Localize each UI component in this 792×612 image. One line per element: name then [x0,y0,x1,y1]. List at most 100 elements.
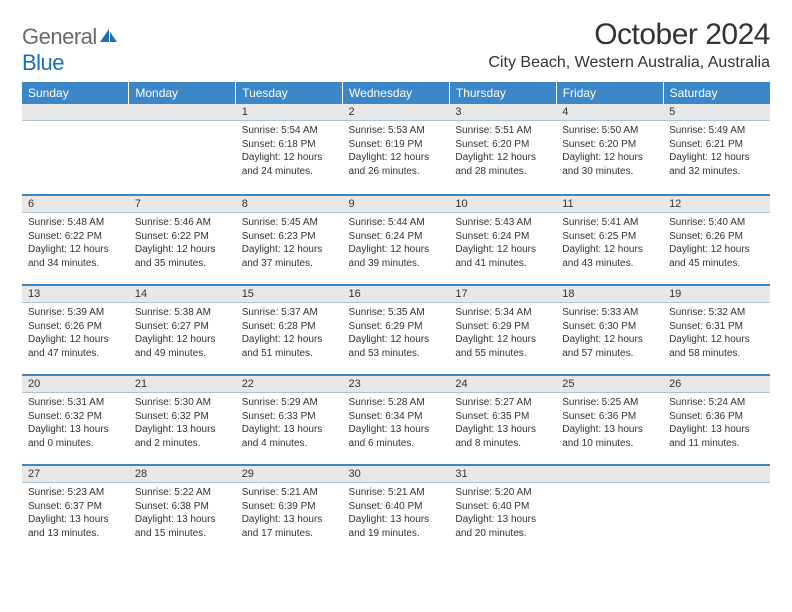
calendar-day: 9Sunrise: 5:44 AMSunset: 6:24 PMDaylight… [343,194,450,284]
day-number: 9 [343,194,450,213]
day-number: 19 [663,284,770,303]
day-details: Sunrise: 5:21 AMSunset: 6:39 PMDaylight:… [236,483,343,544]
sunset-line: Sunset: 6:18 PM [242,138,337,152]
day-number: 15 [236,284,343,303]
sunrise-line: Sunrise: 5:39 AM [28,306,123,320]
daylight-line: Daylight: 12 hours and 30 minutes. [562,151,657,178]
sunset-line: Sunset: 6:25 PM [562,230,657,244]
day-details: Sunrise: 5:31 AMSunset: 6:32 PMDaylight:… [22,393,129,454]
sunrise-line: Sunrise: 5:49 AM [669,124,764,138]
logo: GeneralBlue [22,18,119,76]
sunrise-line: Sunrise: 5:30 AM [135,396,230,410]
day-details: Sunrise: 5:43 AMSunset: 6:24 PMDaylight:… [449,213,556,274]
daylight-line: Daylight: 12 hours and 28 minutes. [455,151,550,178]
calendar-day: 29Sunrise: 5:21 AMSunset: 6:39 PMDayligh… [236,464,343,554]
calendar-day: 16Sunrise: 5:35 AMSunset: 6:29 PMDayligh… [343,284,450,374]
day-number: 5 [663,104,770,121]
sunset-line: Sunset: 6:39 PM [242,500,337,514]
sunset-line: Sunset: 6:24 PM [455,230,550,244]
daylight-line: Daylight: 12 hours and 45 minutes. [669,243,764,270]
sunrise-line: Sunrise: 5:51 AM [455,124,550,138]
logo-part1: General [22,24,97,49]
day-details: Sunrise: 5:27 AMSunset: 6:35 PMDaylight:… [449,393,556,454]
day-number: 11 [556,194,663,213]
day-number: 29 [236,464,343,483]
day-header: Friday [556,82,663,104]
sunset-line: Sunset: 6:37 PM [28,500,123,514]
sunset-line: Sunset: 6:26 PM [28,320,123,334]
sunset-line: Sunset: 6:33 PM [242,410,337,424]
calendar-page: GeneralBlue October 2024 City Beach, Wes… [0,0,792,564]
day-details: Sunrise: 5:35 AMSunset: 6:29 PMDaylight:… [343,303,450,364]
calendar-day-empty [556,464,663,554]
day-number: 13 [22,284,129,303]
calendar-day: 27Sunrise: 5:23 AMSunset: 6:37 PMDayligh… [22,464,129,554]
calendar-day: 18Sunrise: 5:33 AMSunset: 6:30 PMDayligh… [556,284,663,374]
daylight-line: Daylight: 13 hours and 8 minutes. [455,423,550,450]
calendar-day: 2Sunrise: 5:53 AMSunset: 6:19 PMDaylight… [343,104,450,194]
sunrise-line: Sunrise: 5:37 AM [242,306,337,320]
day-details: Sunrise: 5:51 AMSunset: 6:20 PMDaylight:… [449,121,556,182]
day-number: 12 [663,194,770,213]
day-details: Sunrise: 5:37 AMSunset: 6:28 PMDaylight:… [236,303,343,364]
daylight-line: Daylight: 12 hours and 53 minutes. [349,333,444,360]
sunrise-line: Sunrise: 5:24 AM [669,396,764,410]
daylight-line: Daylight: 13 hours and 10 minutes. [562,423,657,450]
sunrise-line: Sunrise: 5:46 AM [135,216,230,230]
sunrise-line: Sunrise: 5:21 AM [349,486,444,500]
day-details: Sunrise: 5:49 AMSunset: 6:21 PMDaylight:… [663,121,770,182]
day-number: 2 [343,104,450,121]
day-number: 28 [129,464,236,483]
sunrise-line: Sunrise: 5:20 AM [455,486,550,500]
daylight-line: Daylight: 13 hours and 17 minutes. [242,513,337,540]
daylight-line: Daylight: 13 hours and 13 minutes. [28,513,123,540]
sunset-line: Sunset: 6:19 PM [349,138,444,152]
sunrise-line: Sunrise: 5:50 AM [562,124,657,138]
sunset-line: Sunset: 6:26 PM [669,230,764,244]
sunset-line: Sunset: 6:20 PM [455,138,550,152]
day-number: 16 [343,284,450,303]
day-number: 22 [236,374,343,393]
daylight-line: Daylight: 12 hours and 24 minutes. [242,151,337,178]
day-number [22,104,129,121]
day-number: 27 [22,464,129,483]
daylight-line: Daylight: 12 hours and 51 minutes. [242,333,337,360]
day-details: Sunrise: 5:39 AMSunset: 6:26 PMDaylight:… [22,303,129,364]
calendar-day: 4Sunrise: 5:50 AMSunset: 6:20 PMDaylight… [556,104,663,194]
calendar-thead: SundayMondayTuesdayWednesdayThursdayFrid… [22,82,770,104]
sunrise-line: Sunrise: 5:33 AM [562,306,657,320]
logo-text: GeneralBlue [22,24,119,76]
sunset-line: Sunset: 6:21 PM [669,138,764,152]
day-number: 31 [449,464,556,483]
sunset-line: Sunset: 6:40 PM [349,500,444,514]
calendar-day: 11Sunrise: 5:41 AMSunset: 6:25 PMDayligh… [556,194,663,284]
day-number: 7 [129,194,236,213]
calendar-week: 13Sunrise: 5:39 AMSunset: 6:26 PMDayligh… [22,284,770,374]
calendar-day: 25Sunrise: 5:25 AMSunset: 6:36 PMDayligh… [556,374,663,464]
day-header: Monday [129,82,236,104]
day-details: Sunrise: 5:40 AMSunset: 6:26 PMDaylight:… [663,213,770,274]
sunrise-line: Sunrise: 5:25 AM [562,396,657,410]
day-number: 14 [129,284,236,303]
calendar-week: 6Sunrise: 5:48 AMSunset: 6:22 PMDaylight… [22,194,770,284]
calendar-day: 20Sunrise: 5:31 AMSunset: 6:32 PMDayligh… [22,374,129,464]
calendar-week: 20Sunrise: 5:31 AMSunset: 6:32 PMDayligh… [22,374,770,464]
day-number [129,104,236,121]
day-details: Sunrise: 5:50 AMSunset: 6:20 PMDaylight:… [556,121,663,182]
day-details: Sunrise: 5:45 AMSunset: 6:23 PMDaylight:… [236,213,343,274]
daylight-line: Daylight: 12 hours and 57 minutes. [562,333,657,360]
day-header: Tuesday [236,82,343,104]
sunset-line: Sunset: 6:36 PM [562,410,657,424]
calendar-body: 1Sunrise: 5:54 AMSunset: 6:18 PMDaylight… [22,104,770,554]
day-number: 17 [449,284,556,303]
daylight-line: Daylight: 12 hours and 34 minutes. [28,243,123,270]
calendar-day-empty [129,104,236,194]
daylight-line: Daylight: 12 hours and 39 minutes. [349,243,444,270]
day-details: Sunrise: 5:33 AMSunset: 6:30 PMDaylight:… [556,303,663,364]
calendar-day: 31Sunrise: 5:20 AMSunset: 6:40 PMDayligh… [449,464,556,554]
sunset-line: Sunset: 6:34 PM [349,410,444,424]
daylight-line: Daylight: 12 hours and 58 minutes. [669,333,764,360]
sunrise-line: Sunrise: 5:38 AM [135,306,230,320]
calendar-week: 1Sunrise: 5:54 AMSunset: 6:18 PMDaylight… [22,104,770,194]
calendar-day: 7Sunrise: 5:46 AMSunset: 6:22 PMDaylight… [129,194,236,284]
